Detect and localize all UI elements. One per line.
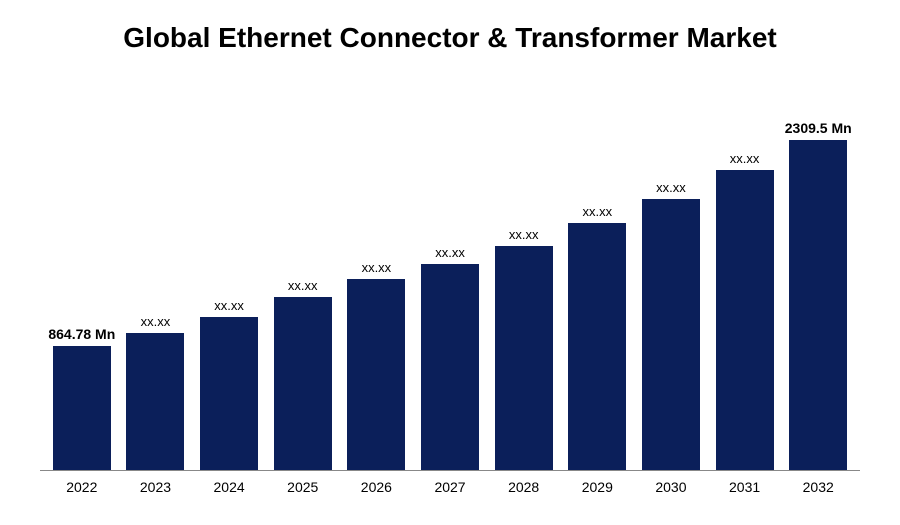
- x-axis-label: 2031: [708, 479, 782, 495]
- bar-group: xx.xx: [708, 96, 782, 470]
- plot-area: 864.78 Mn xx.xx xx.xx xx.xx xx.xx xx.xx xx.xx x…: [40, 96, 860, 471]
- bar-value-label: xx.xx: [288, 278, 318, 293]
- bar-value-label: xx.xx: [362, 260, 392, 275]
- bar: [495, 246, 553, 470]
- bar-group: xx.xx: [119, 96, 193, 470]
- bar-group: xx.xx: [192, 96, 266, 470]
- bar-group: 2309.5 Mn: [781, 96, 855, 470]
- bar: [568, 223, 626, 470]
- x-axis-label: 2025: [266, 479, 340, 495]
- bar-group: 864.78 Mn: [45, 96, 119, 470]
- x-axis-label: 2023: [119, 479, 193, 495]
- bar: [274, 297, 332, 470]
- bar-value-label: xx.xx: [509, 227, 539, 242]
- x-axis-label: 2029: [560, 479, 634, 495]
- bar-value-label: xx.xx: [435, 245, 465, 260]
- x-axis-label: 2024: [192, 479, 266, 495]
- bar: [642, 199, 700, 470]
- bar-group: xx.xx: [487, 96, 561, 470]
- bar: [716, 170, 774, 470]
- bar-group: xx.xx: [266, 96, 340, 470]
- bar: [200, 317, 258, 470]
- bar-value-label: xx.xx: [141, 314, 171, 329]
- bar-value-label: xx.xx: [656, 180, 686, 195]
- bar: [421, 264, 479, 470]
- chart-title: Global Ethernet Connector & Transformer …: [40, 20, 860, 56]
- bar-group: xx.xx: [340, 96, 414, 470]
- bar-value-label: xx.xx: [582, 204, 612, 219]
- bar-value-label: xx.xx: [730, 151, 760, 166]
- chart-container: Global Ethernet Connector & Transformer …: [0, 0, 900, 525]
- x-axis-label: 2026: [340, 479, 414, 495]
- x-axis-label: 2032: [781, 479, 855, 495]
- bar-group: xx.xx: [560, 96, 634, 470]
- bar-group: xx.xx: [634, 96, 708, 470]
- x-axis-label: 2022: [45, 479, 119, 495]
- x-axis-label: 2027: [413, 479, 487, 495]
- bar: [53, 346, 111, 470]
- bar-value-label: 864.78 Mn: [48, 326, 115, 342]
- bar: [789, 140, 847, 470]
- bar-group: xx.xx: [413, 96, 487, 470]
- bar-value-label: xx.xx: [214, 298, 244, 313]
- bar: [347, 279, 405, 470]
- x-axis-label: 2030: [634, 479, 708, 495]
- bar-value-label: 2309.5 Mn: [785, 120, 852, 136]
- x-axis: 2022202320242025202620272028202920302031…: [40, 471, 860, 495]
- bar: [126, 333, 184, 470]
- x-axis-label: 2028: [487, 479, 561, 495]
